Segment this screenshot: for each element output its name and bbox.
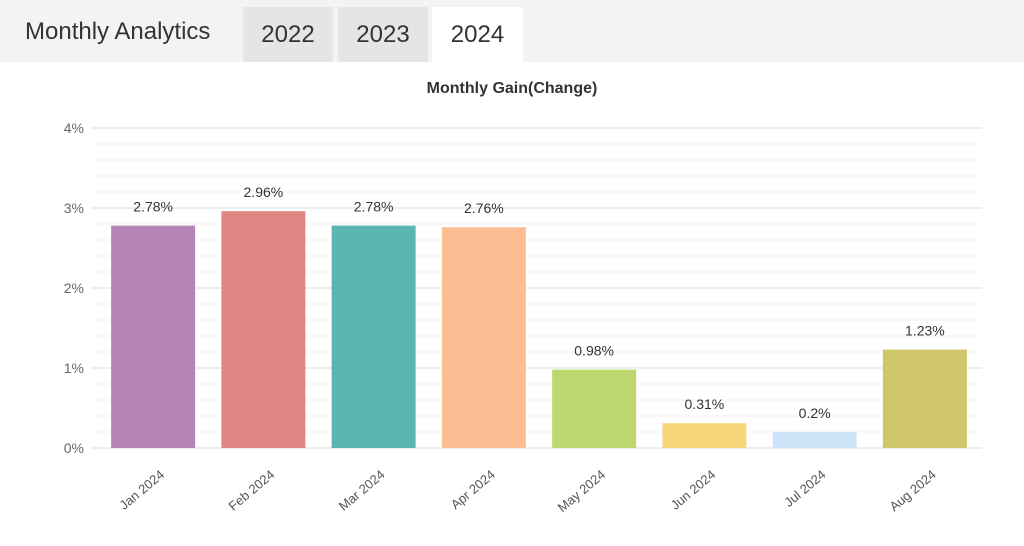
chart-title: Monthly Gain(Change) xyxy=(427,80,598,97)
x-tick-label: Jan 2024 xyxy=(116,467,167,513)
bar-apr-2024[interactable] xyxy=(441,227,526,448)
x-tick-label: Feb 2024 xyxy=(226,467,278,514)
x-tick-label: Jun 2024 xyxy=(668,467,719,513)
app-title: Monthly Analytics xyxy=(25,18,211,45)
bar-jan-2024[interactable] xyxy=(111,225,196,448)
bar-aug-2024[interactable] xyxy=(882,349,967,448)
tab-2024[interactable]: 2024 xyxy=(432,7,523,62)
y-tick-label: 4% xyxy=(64,120,84,136)
y-tick-label: 3% xyxy=(64,200,84,216)
bar-may-2024[interactable] xyxy=(552,369,637,448)
bar-value-label: 1.23% xyxy=(905,323,945,339)
bar-value-label: 2.78% xyxy=(354,199,394,215)
bar-jun-2024[interactable] xyxy=(662,423,747,448)
y-tick-label: 0% xyxy=(64,440,84,456)
bar-value-label: 2.76% xyxy=(464,200,504,216)
x-tick-label: Mar 2024 xyxy=(336,467,388,514)
y-tick-label: 2% xyxy=(64,280,84,296)
x-tick-label: May 2024 xyxy=(555,467,608,515)
chart-panel: Monthly Gain(Change) 2.78% 2.96% 2.78% 2.76… xyxy=(0,62,1024,546)
bar-value-label: 0.2% xyxy=(799,405,831,421)
bar-value-label: 0.31% xyxy=(685,396,725,412)
bar-value-label: 0.98% xyxy=(574,343,614,359)
bar-feb-2024[interactable] xyxy=(221,211,306,448)
x-tick-label: Aug 2024 xyxy=(887,467,939,514)
tab-2022[interactable]: 2022 xyxy=(243,7,333,62)
x-tick-label: Apr 2024 xyxy=(448,467,498,512)
y-tick-label: 1% xyxy=(64,360,84,376)
bar-mar-2024[interactable] xyxy=(331,225,416,448)
tab-2023[interactable]: 2023 xyxy=(338,7,428,62)
bar-value-label: 2.96% xyxy=(244,184,284,200)
labels-layer: 2.78% 2.96% 2.78% 2.76% 0.98% 0.31% 0.2% 1.23% xyxy=(133,184,944,421)
monthly-gain-chart: Monthly Gain(Change) 2.78% 2.96% 2.78% 2.76… xyxy=(64,80,982,515)
bars-layer xyxy=(111,211,967,448)
x-tick-label: Jul 2024 xyxy=(781,467,828,510)
bar-jul-2024[interactable] xyxy=(772,432,857,448)
bar-value-label: 2.78% xyxy=(133,199,173,215)
header-bar: Monthly Analytics 2022 2023 2024 xyxy=(0,0,1024,62)
